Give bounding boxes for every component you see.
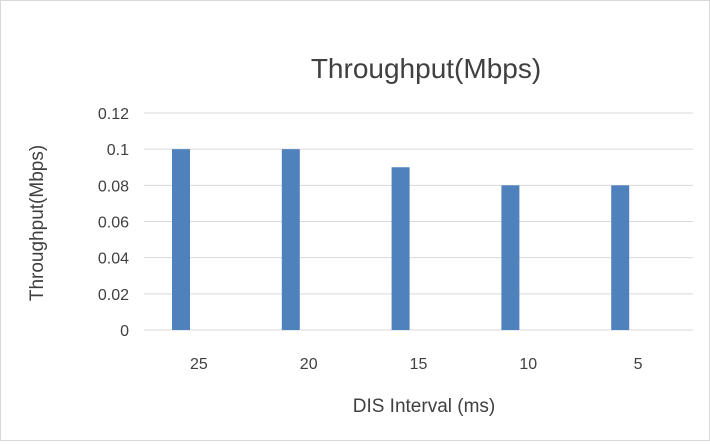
- bar: [281, 149, 300, 330]
- x-tick-label: 5: [634, 356, 643, 373]
- x-tick-label: 15: [410, 356, 428, 373]
- x-tick-label: 20: [300, 356, 318, 373]
- chart-title: Throughput(Mbps): [311, 53, 541, 84]
- y-axis-title: Throughput(Mbps): [27, 145, 48, 301]
- y-tick-label: 0.08: [98, 178, 129, 195]
- y-tick-label: 0.06: [98, 215, 129, 232]
- x-tick-label: 10: [519, 356, 537, 373]
- y-axis-ticks: 0 0.02 0.04 0.06 0.08 0.1 0.12: [98, 106, 129, 340]
- x-axis-title: DIS Interval (ms): [353, 396, 496, 417]
- y-tick-label: 0.12: [98, 106, 129, 123]
- y-tick-label: 0.1: [107, 142, 129, 159]
- y-tick-label: 0.04: [98, 251, 129, 268]
- bars: [172, 149, 630, 330]
- x-tick-label: 25: [190, 356, 208, 373]
- y-tick-label: 0.02: [98, 287, 129, 304]
- gridlines: [144, 112, 693, 331]
- x-axis-ticks: 25 20 15 10 5: [190, 356, 643, 373]
- bar: [172, 149, 190, 330]
- bar: [391, 167, 410, 330]
- bar: [611, 185, 630, 330]
- bar: [501, 185, 520, 330]
- y-tick-label: 0: [120, 323, 129, 340]
